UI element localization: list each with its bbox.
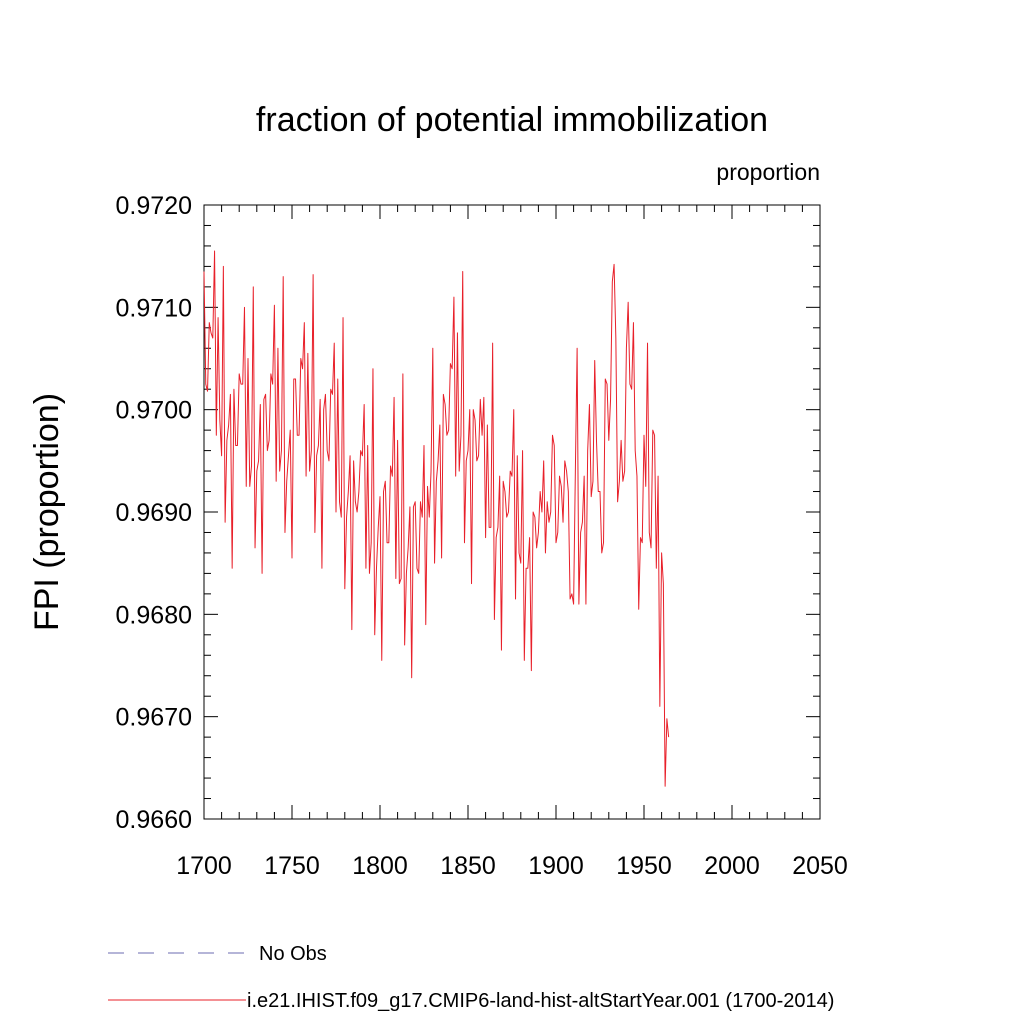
y-tick-label: 0.9670: [116, 704, 192, 732]
series-group: [203, 250, 670, 787]
chart-title: fraction of potential immobilization: [256, 101, 768, 139]
y-tick-label: 0.9680: [116, 601, 192, 629]
x-tick-label: 1850: [440, 852, 496, 880]
y-tick-label: 0.9710: [116, 294, 192, 322]
x-tick-label: 1700: [176, 852, 232, 880]
y-tick-label: 0.9700: [116, 397, 192, 425]
x-tick-label: 1950: [616, 852, 672, 880]
plot-frame: [203, 204, 821, 820]
x-tick-label: 1900: [528, 852, 584, 880]
y-axis-label: FPI (proportion): [28, 393, 66, 631]
units-label: proportion: [716, 159, 820, 185]
y-tick-label: 0.9690: [116, 499, 192, 527]
legend: No Obs i.e21.IHIST.f09_g17.CMIP6-land-hi…: [108, 943, 834, 1012]
series-line: [203, 250, 670, 787]
legend-label-no-obs: No Obs: [259, 943, 327, 965]
x-axis-ticks: 1700 1750 1800 1850 1900 1950 2000 2050: [176, 205, 848, 880]
x-tick-label: 2000: [704, 852, 760, 880]
legend-label-model-run: i.e21.IHIST.f09_g17.CMIP6-land-hist-altS…: [247, 990, 834, 1012]
y-axis-ticks: 0.9660 0.9670 0.9680 0.9690 0.9700 0.9710 0.97…: [116, 192, 820, 834]
x-tick-label: 2050: [792, 852, 848, 880]
x-tick-label: 1800: [352, 852, 408, 880]
y-tick-label: 0.9720: [116, 192, 192, 220]
x-tick-label: 1750: [264, 852, 320, 880]
y-tick-label: 0.9660: [116, 806, 192, 834]
